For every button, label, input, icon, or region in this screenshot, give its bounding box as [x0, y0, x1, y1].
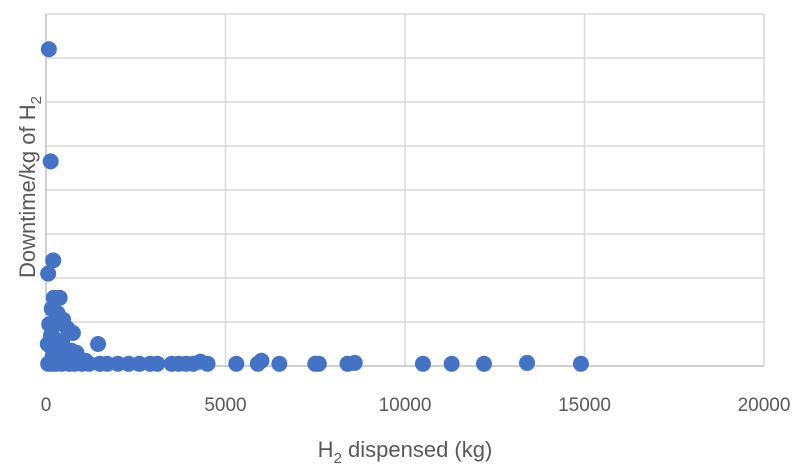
y-axis-title: Downtime/kg of H2	[15, 96, 45, 278]
x-axis-title-main: H	[318, 437, 334, 462]
data-point	[519, 354, 536, 371]
data-point	[42, 153, 59, 170]
data-points	[39, 41, 589, 372]
y-axis-title-main: Downtime/kg of H	[15, 104, 40, 278]
x-axis-title-subscript: 2	[334, 450, 342, 464]
x-tick-label: 20000	[738, 395, 791, 416]
x-tick-label: 0	[41, 395, 52, 416]
x-axis-title: H2 dispensed (kg)	[318, 437, 493, 464]
x-tick-label: 15000	[558, 395, 611, 416]
x-tick-label: 5000	[204, 395, 246, 416]
data-point	[149, 355, 166, 372]
data-point	[45, 252, 62, 269]
data-point	[271, 355, 288, 372]
data-point	[51, 289, 68, 306]
gridlines	[46, 13, 765, 366]
data-point	[253, 352, 270, 369]
data-point	[346, 354, 363, 371]
data-point	[40, 265, 57, 282]
data-point	[64, 325, 81, 341]
x-tick-labels: 0 5000 10000 15000 20000	[41, 395, 791, 416]
x-axis-title-rest: dispensed (kg)	[342, 437, 492, 462]
data-point	[475, 355, 492, 372]
data-point	[90, 336, 107, 352]
x-tick-label: 10000	[379, 395, 432, 416]
y-axis-title-subscript: 2	[28, 96, 45, 104]
data-point	[199, 355, 216, 372]
data-point	[228, 355, 245, 372]
data-point	[572, 355, 589, 372]
data-point	[310, 355, 327, 372]
data-point	[40, 41, 57, 58]
data-point	[443, 355, 460, 372]
data-point	[414, 355, 431, 372]
